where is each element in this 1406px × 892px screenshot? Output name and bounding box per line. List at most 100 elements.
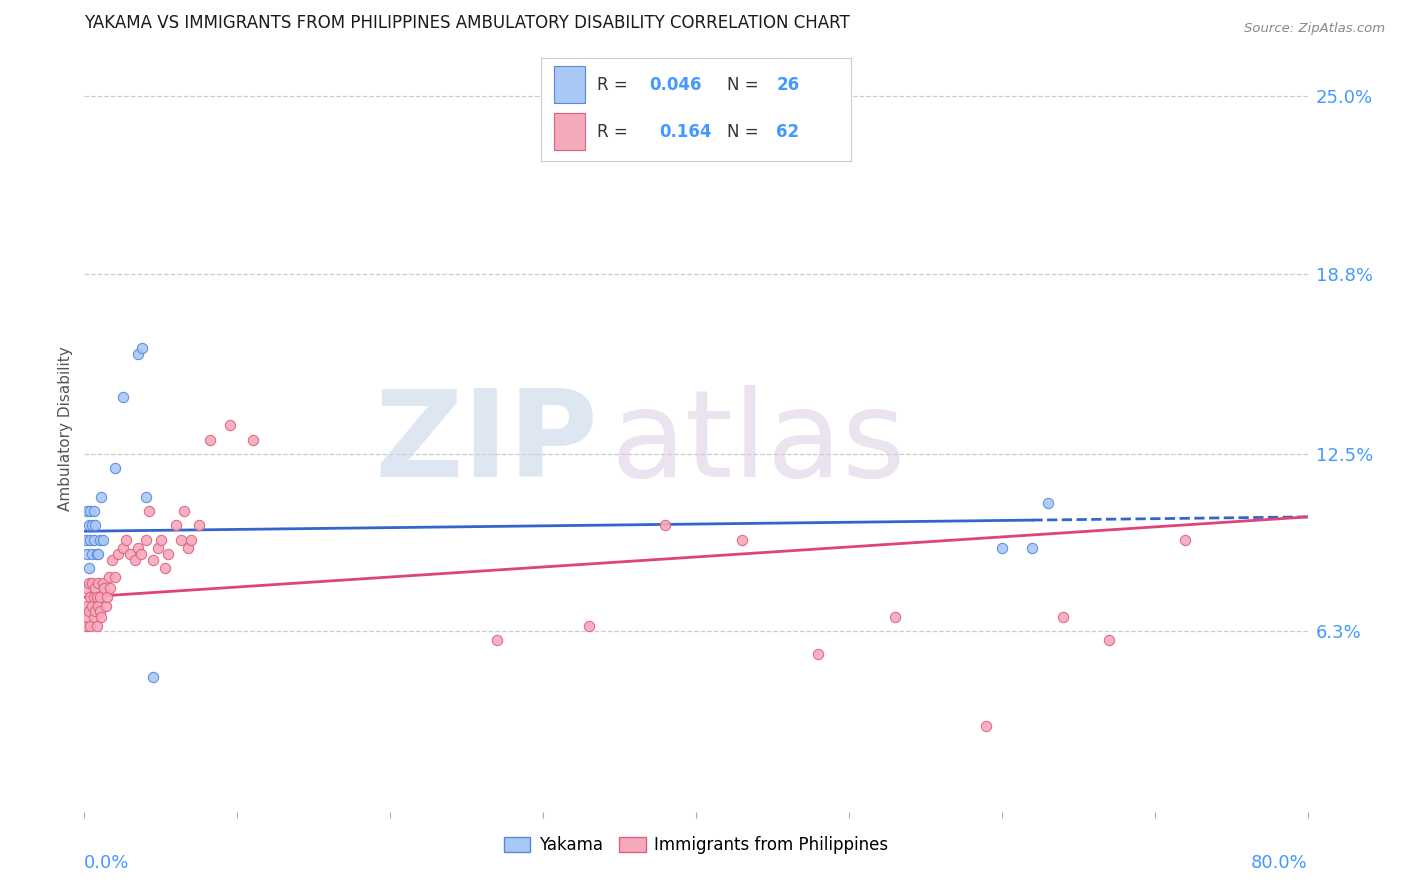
Point (142, 553, 165, 567)
Point (807, 648, 830, 662)
Point (79, 618, 101, 632)
Point (83, 504, 105, 518)
Point (97, 570, 120, 584)
Point (155, 561, 177, 575)
Point (80, 547, 103, 561)
Point (84, 518, 107, 533)
Point (80, 518, 103, 533)
Text: 0.0%: 0.0% (84, 854, 129, 871)
Point (198, 433, 221, 447)
Point (80, 599, 103, 613)
Legend: Yakama, Immigrants from Philippines: Yakama, Immigrants from Philippines (496, 830, 896, 861)
Point (86, 547, 108, 561)
Text: atlas: atlas (610, 385, 905, 502)
Point (83, 590, 105, 604)
Point (76, 547, 98, 561)
Point (124, 553, 146, 567)
Point (654, 518, 676, 533)
Point (107, 547, 129, 561)
Point (75, 582, 97, 596)
Bar (554, 66, 585, 103)
Point (149, 533, 172, 547)
Point (135, 490, 157, 504)
Text: R =: R = (598, 76, 633, 94)
Point (83, 610, 105, 624)
Point (90, 490, 112, 504)
Point (120, 547, 142, 561)
Text: N =: N = (727, 123, 763, 141)
Point (96, 590, 118, 604)
Point (173, 504, 195, 518)
Point (127, 541, 149, 556)
Point (79, 533, 101, 547)
Point (90, 610, 112, 624)
Text: Source: ZipAtlas.com: Source: ZipAtlas.com (1244, 22, 1385, 36)
Point (104, 570, 127, 584)
Point (883, 610, 905, 624)
Point (1052, 610, 1074, 624)
Point (76, 504, 98, 518)
Point (157, 547, 180, 561)
Point (91, 533, 114, 547)
Point (89, 590, 111, 604)
Text: 62: 62 (776, 123, 800, 141)
Point (104, 461, 127, 475)
Bar (554, 113, 585, 150)
Text: R =: R = (598, 123, 638, 141)
Point (89, 533, 111, 547)
Text: 0.046: 0.046 (650, 76, 702, 94)
Point (991, 541, 1014, 556)
Point (75, 533, 97, 547)
Point (165, 518, 187, 533)
Point (127, 347, 149, 361)
Point (91, 575, 114, 590)
Point (180, 533, 202, 547)
Point (76, 599, 98, 613)
Point (75, 618, 97, 632)
Point (77, 518, 100, 533)
Y-axis label: Ambulatory Disability: Ambulatory Disability (58, 346, 73, 510)
Text: 26: 26 (776, 76, 800, 94)
Point (114, 533, 136, 547)
Point (89, 604, 111, 618)
Point (1036, 495, 1059, 509)
Point (129, 547, 152, 561)
Text: 80.0%: 80.0% (1251, 854, 1308, 871)
Text: YAKAMA VS IMMIGRANTS FROM PHILIPPINES AMBULATORY DISABILITY CORRELATION CHART: YAKAMA VS IMMIGRANTS FROM PHILIPPINES AM… (84, 14, 851, 32)
Point (83, 533, 105, 547)
Point (80, 575, 103, 590)
Point (578, 618, 600, 632)
Point (76, 610, 98, 624)
Text: N =: N = (727, 76, 763, 94)
Point (77, 561, 100, 575)
Point (170, 533, 193, 547)
Point (131, 341, 153, 355)
Point (142, 670, 165, 684)
Point (94, 599, 117, 613)
Point (79, 504, 101, 518)
Point (486, 632, 509, 647)
Point (77, 575, 100, 590)
Point (98, 582, 121, 596)
Point (101, 553, 124, 567)
Point (84, 582, 107, 596)
Point (77, 604, 100, 618)
Point (1174, 533, 1197, 547)
Point (218, 418, 240, 433)
Point (84, 604, 107, 618)
Point (146, 541, 169, 556)
Point (138, 504, 160, 518)
Point (93, 582, 115, 596)
Point (135, 533, 157, 547)
Point (111, 541, 134, 556)
Point (242, 433, 264, 447)
Point (177, 541, 200, 556)
Point (111, 390, 134, 404)
Point (976, 719, 998, 733)
Point (188, 518, 211, 533)
Point (87, 599, 110, 613)
Point (1021, 541, 1043, 556)
Point (1098, 632, 1121, 647)
Point (86, 590, 108, 604)
Text: 0.164: 0.164 (659, 123, 711, 141)
